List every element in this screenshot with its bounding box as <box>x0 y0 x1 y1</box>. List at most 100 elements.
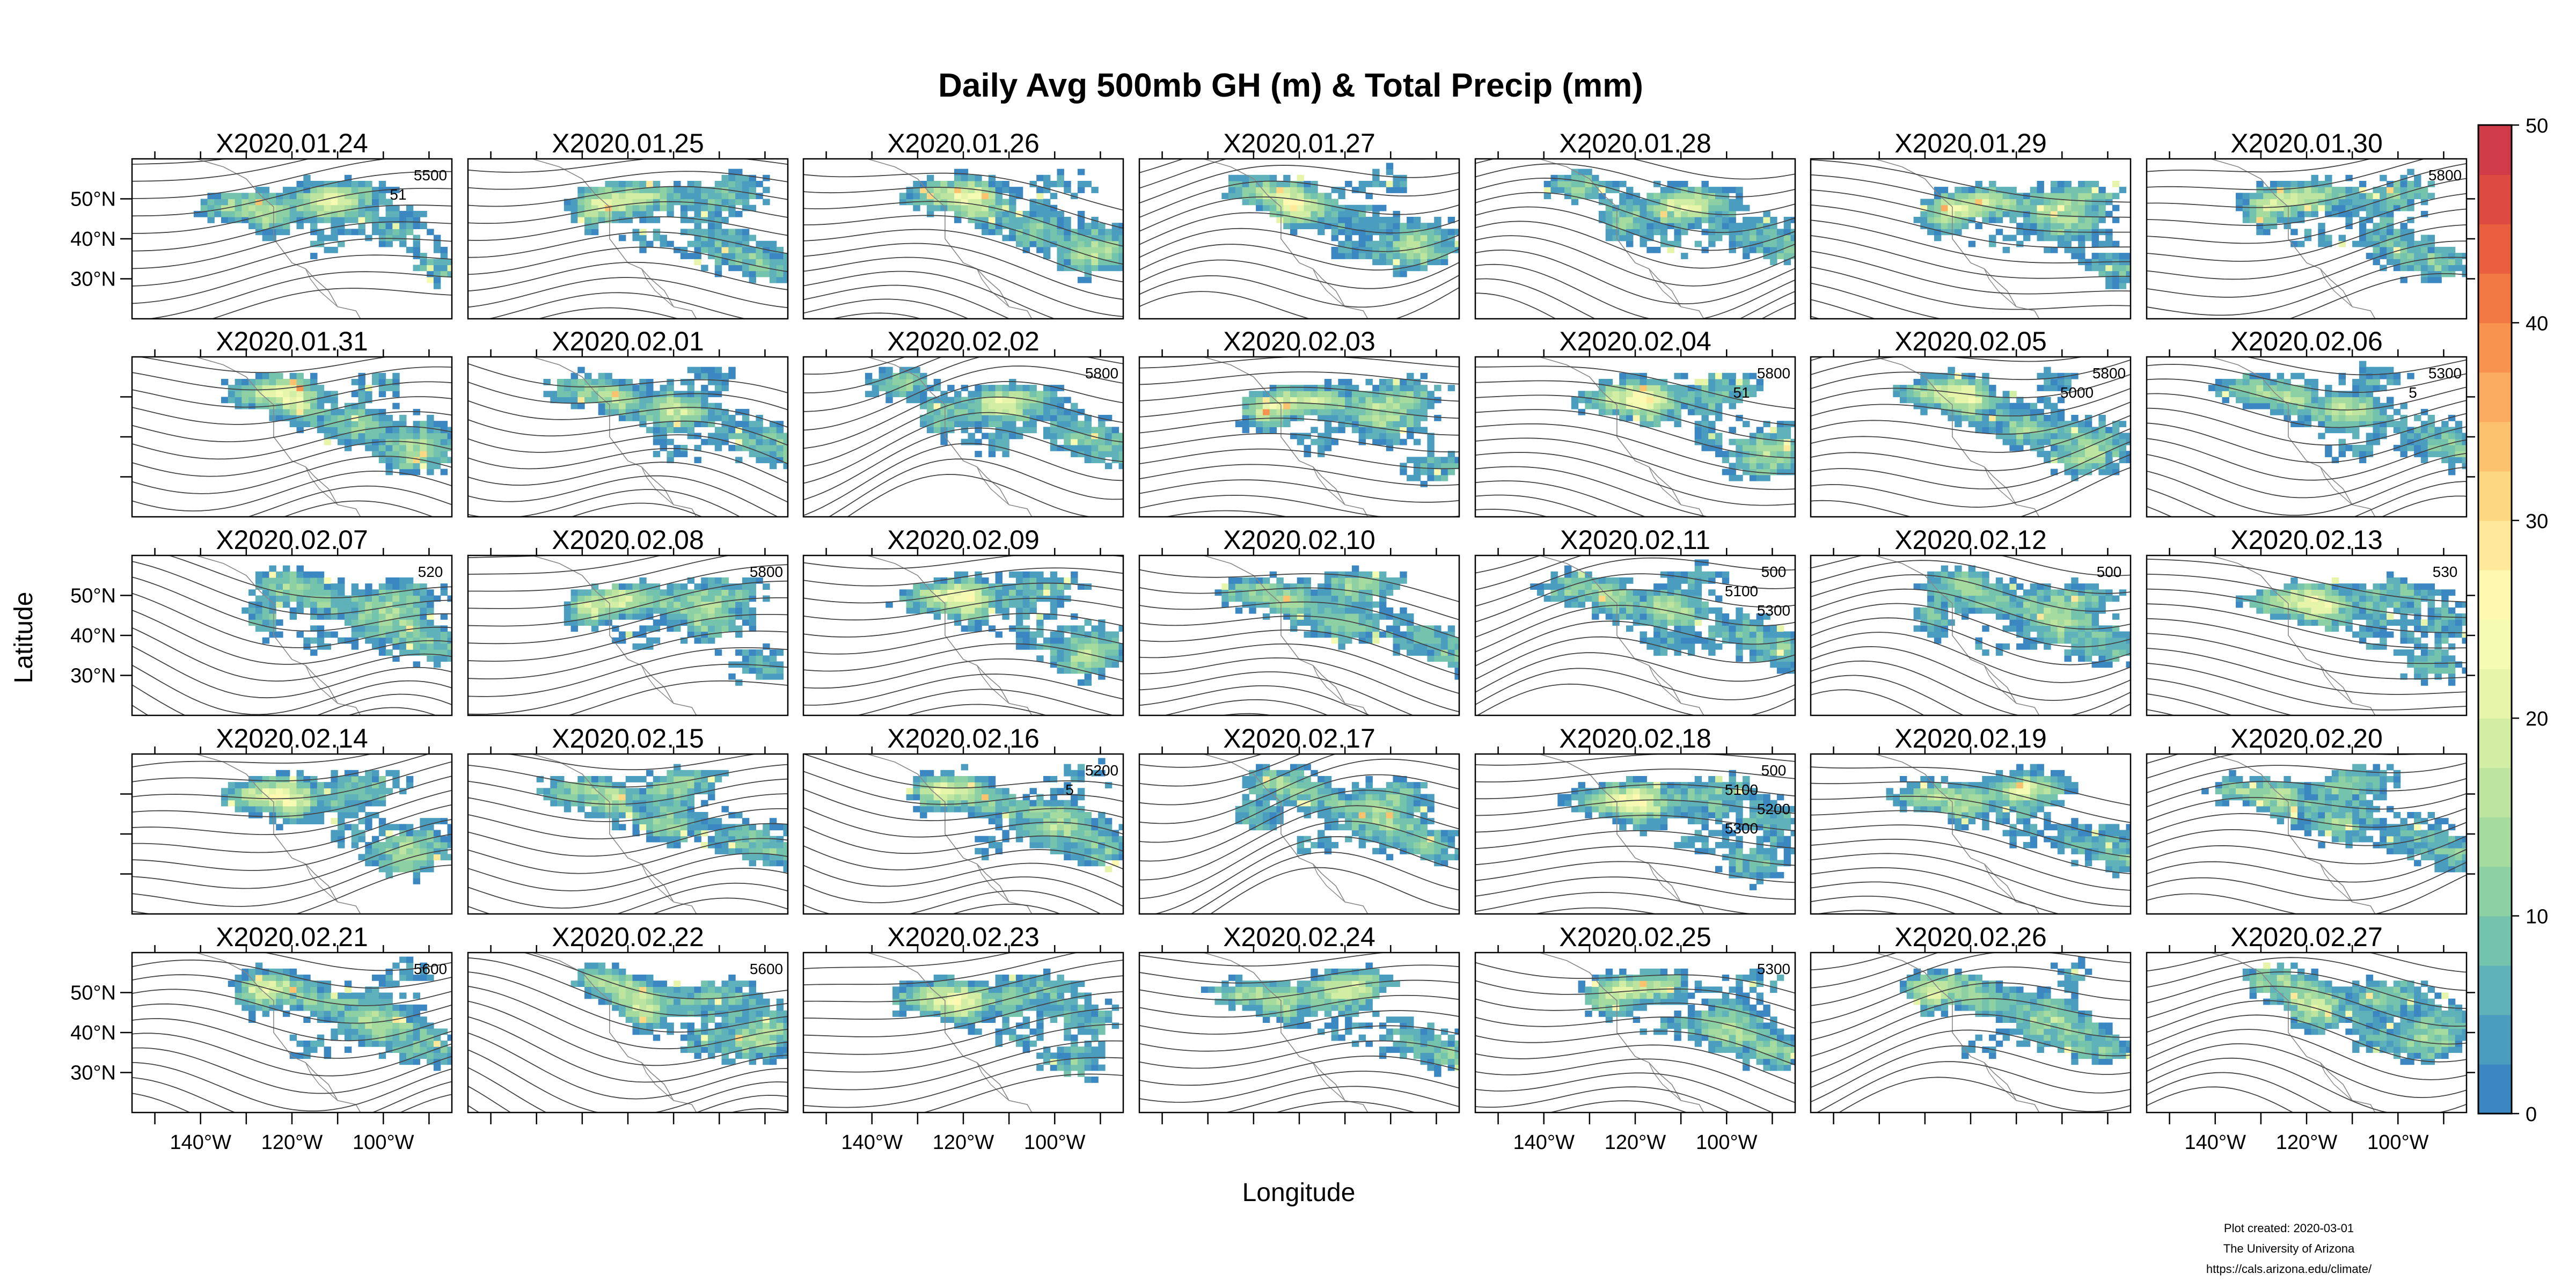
precip-cell <box>975 583 982 590</box>
precip-cell <box>674 181 681 187</box>
precip-cell <box>2051 193 2058 200</box>
precip-cell <box>1262 391 1270 398</box>
precip-cell <box>721 229 729 236</box>
precip-cell <box>1009 427 1016 434</box>
precip-cell <box>1022 223 1030 229</box>
precip-cell <box>2455 438 2463 445</box>
precip-cell <box>2071 451 2079 457</box>
precip-cell <box>2427 253 2435 259</box>
precip-cell <box>988 444 996 451</box>
precip-cell <box>1071 427 1078 434</box>
gh-contour <box>2147 393 2467 428</box>
precip-cell <box>1022 235 1030 241</box>
precip-cell <box>1729 246 1736 253</box>
precip-cell <box>1585 181 1592 187</box>
precip-cell <box>2427 415 2435 421</box>
precip-cell <box>947 583 955 590</box>
precip-cell <box>2311 204 2318 211</box>
precip-cell <box>1400 438 1407 445</box>
precip-cell <box>2098 427 2106 434</box>
precip-cell <box>619 595 626 602</box>
precip-cell <box>701 408 708 415</box>
precip-cell <box>735 210 743 217</box>
precip-cell <box>714 631 722 638</box>
precip-cell <box>1091 240 1099 247</box>
precip-cell <box>392 433 400 440</box>
precip-cell <box>749 427 756 434</box>
precip-cell <box>2338 199 2346 206</box>
precip-cell <box>2270 217 2278 223</box>
precip-cell <box>2380 427 2387 434</box>
precip-cell <box>248 397 256 404</box>
precip-cell <box>2304 397 2312 404</box>
precip-cell <box>1358 415 1366 421</box>
precip-cell <box>694 235 701 241</box>
precip-cell <box>2084 427 2092 434</box>
precip-cell <box>1400 253 1407 259</box>
precip-cell <box>303 637 311 644</box>
precip-cell <box>975 402 982 409</box>
precip-cell <box>2277 372 2285 379</box>
gh-contour <box>1139 418 1459 436</box>
precip-cell <box>646 217 654 223</box>
precip-cell <box>988 199 996 206</box>
precip-cell <box>1372 427 1380 434</box>
precip-cell <box>694 595 701 602</box>
precip-cell <box>694 397 701 404</box>
precip-cell <box>1736 379 1743 385</box>
precip-cell <box>420 451 427 457</box>
precip-cell <box>1749 246 1757 253</box>
precip-cell <box>920 385 927 391</box>
precip-cell <box>2441 433 2449 440</box>
precip-cell <box>694 181 701 187</box>
precip-cell <box>1029 204 1037 211</box>
precip-cell <box>1776 433 1784 440</box>
precip-cell <box>612 204 619 211</box>
precip-cell <box>2338 193 2346 200</box>
precip-cell <box>1681 210 1688 217</box>
precip-cell <box>694 187 701 193</box>
precip-cell <box>2352 415 2360 421</box>
precip-cell <box>1009 402 1016 409</box>
precip-cell <box>317 385 325 391</box>
precip-cell <box>1111 438 1119 445</box>
precip-cell <box>1722 391 1730 398</box>
precip-cell <box>653 402 661 409</box>
precip-cell <box>660 415 667 421</box>
precip-cell <box>1646 397 1654 404</box>
precip-cell <box>1715 415 1723 421</box>
precip-cell <box>1283 174 1291 181</box>
precip-cell <box>1543 193 1552 200</box>
precip-cell <box>255 210 263 217</box>
precip-cell <box>982 193 989 200</box>
precip-cell <box>1235 421 1243 427</box>
gh-contour <box>1811 251 2131 295</box>
precip-cell <box>1420 265 1428 272</box>
precip-cell <box>2112 463 2120 470</box>
precip-cell <box>1434 223 1441 229</box>
precip-cell <box>1633 229 1641 236</box>
precip-cell <box>1050 193 1058 200</box>
precip-cell <box>269 565 276 572</box>
precip-cell <box>2427 240 2435 247</box>
precip-cell <box>2044 372 2051 379</box>
coastline <box>2169 159 2376 319</box>
precip-cell <box>660 595 667 602</box>
precip-cell <box>1674 385 1681 391</box>
precip-cell <box>1077 246 1085 253</box>
precip-cell <box>1015 631 1023 638</box>
precip-cell <box>1640 199 1647 206</box>
gh-contour <box>468 631 788 679</box>
precip-cell <box>2098 265 2106 272</box>
precip-cell <box>269 235 276 241</box>
precip-cell <box>1674 391 1681 398</box>
precip-cell <box>1770 217 1777 223</box>
precip-cell <box>975 427 982 434</box>
precip-cell <box>1756 235 1763 241</box>
precip-cell <box>1358 408 1366 415</box>
precip-cell <box>749 265 756 272</box>
precip-cell <box>2071 372 2079 379</box>
precip-cell <box>926 402 934 409</box>
precip-cell <box>378 379 386 385</box>
precip-cell <box>742 181 750 187</box>
